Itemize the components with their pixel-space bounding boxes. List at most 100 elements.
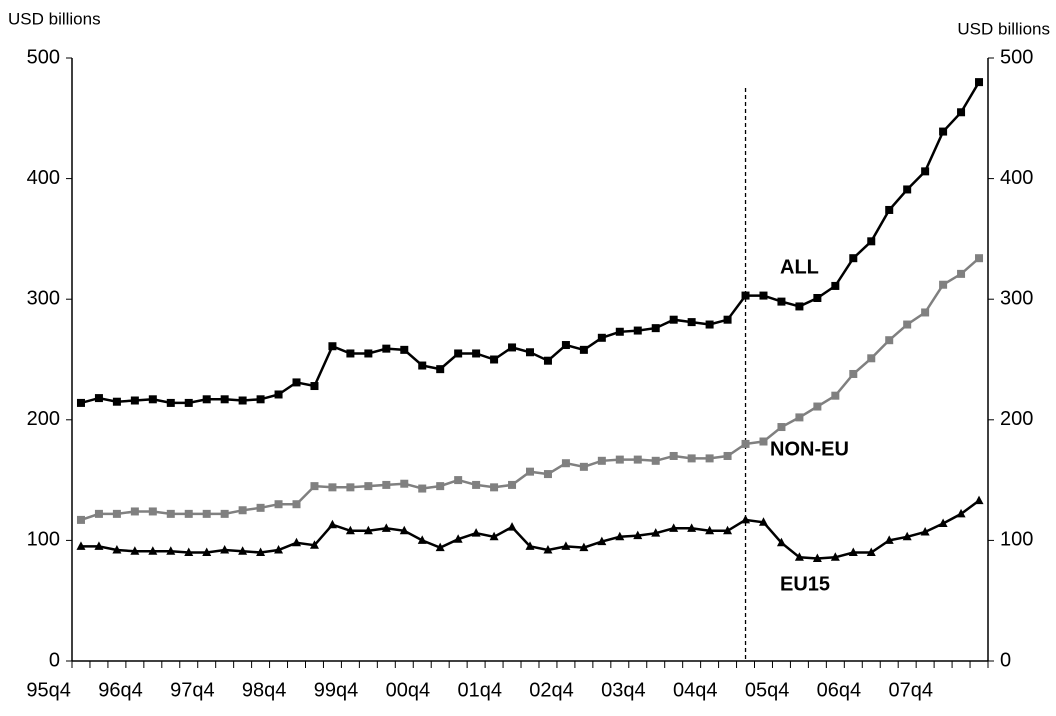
- marker: [328, 483, 337, 492]
- marker: [76, 541, 86, 550]
- y2-tick-label: 100: [1000, 529, 1033, 551]
- marker: [256, 395, 265, 404]
- marker: [975, 78, 984, 87]
- x-tick-label: 97q4: [170, 679, 215, 701]
- marker: [454, 476, 463, 485]
- marker: [759, 291, 768, 300]
- marker: [615, 531, 625, 541]
- marker: [130, 396, 139, 405]
- marker: [490, 483, 499, 492]
- marker: [328, 342, 337, 351]
- marker: [902, 531, 912, 541]
- marker: [274, 390, 283, 399]
- marker: [561, 341, 570, 350]
- marker: [184, 509, 193, 518]
- marker: [454, 349, 463, 358]
- marker: [543, 356, 552, 365]
- marker: [345, 525, 355, 535]
- marker: [526, 348, 534, 357]
- marker: [867, 237, 876, 246]
- marker: [723, 451, 732, 460]
- y2-axis-title: USD billions: [957, 19, 1050, 38]
- marker: [920, 526, 930, 536]
- marker: [633, 326, 642, 335]
- y-tick-label: 500: [27, 46, 60, 68]
- marker: [310, 382, 319, 391]
- marker: [112, 545, 122, 554]
- marker: [687, 318, 696, 327]
- marker: [472, 480, 481, 489]
- x-tick-label: 07q4: [889, 679, 934, 701]
- x-tick-label: 03q4: [601, 679, 646, 701]
- marker: [759, 437, 768, 446]
- marker: [705, 454, 714, 463]
- marker: [957, 269, 966, 278]
- marker: [705, 320, 714, 329]
- marker: [364, 349, 373, 358]
- marker: [292, 537, 302, 547]
- marker: [633, 530, 643, 540]
- marker: [417, 535, 427, 544]
- marker: [166, 546, 176, 555]
- marker: [399, 525, 409, 535]
- marker: [597, 536, 607, 546]
- marker: [830, 552, 840, 561]
- marker: [741, 514, 751, 524]
- marker: [327, 519, 337, 529]
- marker: [148, 546, 158, 555]
- marker: [112, 397, 121, 406]
- marker: [849, 254, 858, 263]
- x-tick-label: 99q4: [314, 679, 359, 701]
- marker: [148, 395, 157, 404]
- marker: [831, 391, 840, 400]
- marker: [471, 528, 481, 537]
- marker: [453, 534, 463, 543]
- x-tick-label: 00q4: [386, 679, 431, 701]
- marker: [166, 398, 175, 407]
- marker: [579, 345, 588, 354]
- marker: [723, 525, 733, 535]
- marker: [76, 515, 85, 524]
- marker: [490, 355, 499, 364]
- y2-tick-label: 500: [1000, 46, 1033, 68]
- marker: [939, 280, 948, 289]
- y2-tick-label: 0: [1000, 649, 1011, 671]
- y-tick-label: 100: [27, 529, 60, 551]
- marker: [436, 482, 445, 491]
- marker: [238, 506, 247, 515]
- x-tick-label: 02q4: [529, 679, 574, 701]
- marker: [669, 451, 678, 460]
- marker: [938, 518, 948, 528]
- marker: [885, 336, 894, 345]
- marker: [579, 542, 589, 552]
- marker: [310, 482, 319, 491]
- x-tick-label: 05q4: [745, 679, 790, 701]
- marker: [418, 484, 427, 493]
- marker: [309, 540, 319, 549]
- marker: [238, 546, 248, 555]
- marker: [705, 525, 715, 535]
- marker: [849, 369, 858, 378]
- marker: [346, 483, 355, 492]
- marker: [148, 507, 157, 516]
- marker: [956, 508, 966, 518]
- marker: [526, 467, 534, 476]
- marker: [130, 546, 140, 555]
- marker: [651, 528, 661, 537]
- series-line: [80, 257, 980, 522]
- marker: [813, 293, 822, 302]
- marker: [381, 523, 391, 532]
- marker: [94, 509, 103, 518]
- marker: [741, 291, 750, 300]
- marker: [597, 456, 606, 465]
- marker: [812, 553, 822, 562]
- marker: [633, 455, 642, 464]
- marker: [831, 281, 840, 290]
- marker: [669, 315, 678, 324]
- marker: [76, 398, 85, 407]
- marker: [508, 480, 517, 489]
- series-label: NON-EU: [770, 438, 849, 460]
- marker: [579, 462, 588, 471]
- marker: [795, 413, 804, 422]
